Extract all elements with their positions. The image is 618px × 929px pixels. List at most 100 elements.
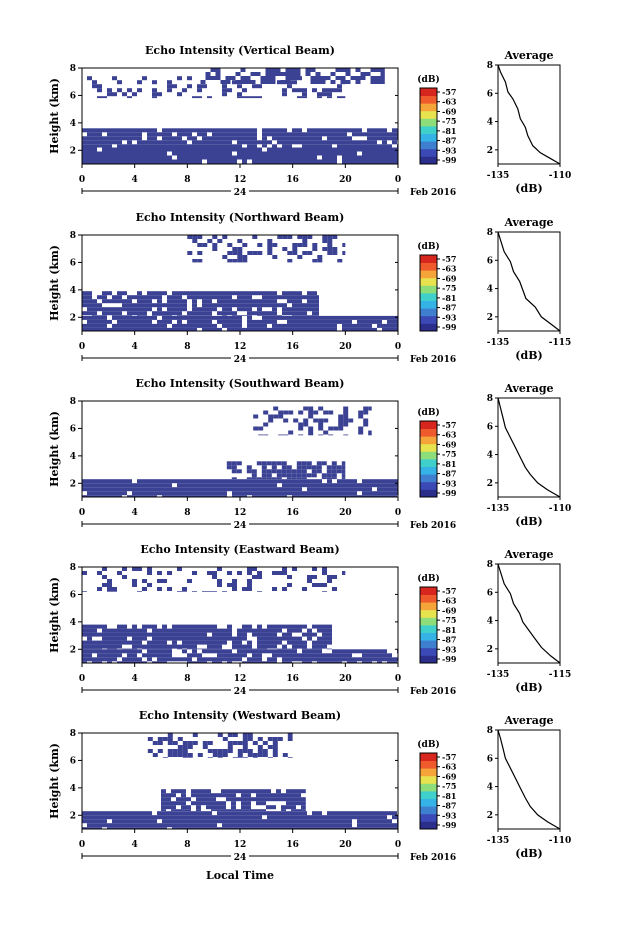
echo-cell [177,151,182,156]
echo-cell [207,307,212,312]
echo-cell [307,636,312,641]
echo-cell [266,797,271,802]
echo-cell [302,479,307,484]
echo-cell [211,797,216,802]
echo-cell [262,749,268,753]
echo-cell [331,469,337,474]
echo-cell [182,315,187,316]
echo-cell [181,809,186,812]
echo-cell [322,823,327,828]
echo-cell [147,483,152,488]
echo-cell [332,128,337,133]
echo-cell [237,649,242,654]
echo-cell [252,495,257,497]
echo-cell [266,805,271,810]
echo-cell [152,315,157,316]
date-label: Feb 2016 [410,687,456,697]
echo-cell [382,819,387,824]
echo-cell [237,299,242,304]
echo-cell [162,487,167,492]
colorbar-segment [420,428,437,437]
echo-cell [331,461,337,466]
echo-cell [297,88,302,93]
echo-cell [322,827,327,829]
echo-cell [112,487,117,492]
echo-cell [227,661,232,663]
echo-cell [92,657,97,662]
echo-cell [207,811,212,816]
echo-cell [261,473,267,478]
echo-cell [112,92,117,97]
echo-cell [317,491,322,496]
echo-cell [292,132,297,137]
echo-cell [247,323,252,328]
echo-cell [182,657,187,662]
echo-cell [177,311,182,316]
echo-cell [147,495,152,497]
echo-cell [352,479,357,484]
echo-cell [317,811,322,816]
echo-cell [187,632,192,637]
echo-cell [307,487,312,492]
echo-cell [162,657,167,662]
echo-cell [257,323,262,328]
echo-cell [272,636,277,641]
echo-cell [292,155,297,160]
echo-cell [102,128,107,133]
echo-cell [247,583,252,587]
echo-cell [152,491,157,496]
echo-cell [147,327,152,331]
profile-frame [497,563,561,664]
echo-cell [182,479,187,484]
echo-cell [342,491,347,496]
echo-cell [172,479,177,484]
echo-cell [337,140,342,145]
echo-cell [217,303,222,308]
echo-cell [242,128,247,133]
echo-cell [157,144,162,148]
echo-cell [197,823,202,828]
echo-cell [207,128,212,133]
echo-cell [277,80,282,85]
echo-cell [212,636,217,641]
echo-cell [291,805,296,810]
echo-cell [97,644,102,649]
colorbar-tick-label: -57 [442,87,456,97]
echo-cell [312,88,317,93]
echo-cell [237,92,242,97]
echo-cell [87,128,92,133]
profile-y-tick-label: 2 [487,645,493,655]
echo-cell [187,147,192,152]
echo-cell [287,235,293,239]
echo-cell [261,461,267,466]
echo-cell [172,303,177,308]
echo-cell [237,648,242,650]
echo-cell [362,315,367,320]
echo-cell [372,327,377,331]
echo-cell [97,159,102,164]
echo-cell [382,495,387,497]
echo-cell [122,315,127,320]
echo-cell [253,426,259,431]
echo-cell [172,323,177,328]
echo-cell [297,235,303,239]
echo-cell [307,657,312,662]
echo-cell [387,661,392,663]
echo-cell [97,84,102,89]
echo-cell [162,827,167,829]
echo-cell [157,315,162,316]
echo-cell [282,311,287,316]
colorbar-segment [420,632,437,641]
echo-cell [217,579,222,583]
echo-cell [197,315,202,320]
colorbar-tick-label: -69 [442,439,457,449]
echo-cell [247,811,252,816]
echo-cell [362,479,367,484]
echo-cell [112,155,117,160]
echo-cell [207,315,212,320]
echo-cell [137,657,142,662]
panel-title: Echo Intensity (Eastward Beam) [140,543,339,556]
echo-cell [222,315,227,320]
echo-cell [112,632,117,637]
echo-cell [322,483,327,488]
